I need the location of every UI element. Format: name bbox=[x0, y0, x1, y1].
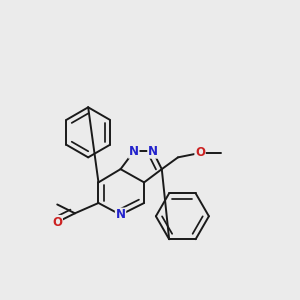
Text: O: O bbox=[195, 146, 205, 159]
Text: N: N bbox=[129, 145, 139, 158]
Text: N: N bbox=[148, 145, 158, 158]
Text: N: N bbox=[116, 208, 126, 221]
Text: O: O bbox=[52, 216, 62, 229]
